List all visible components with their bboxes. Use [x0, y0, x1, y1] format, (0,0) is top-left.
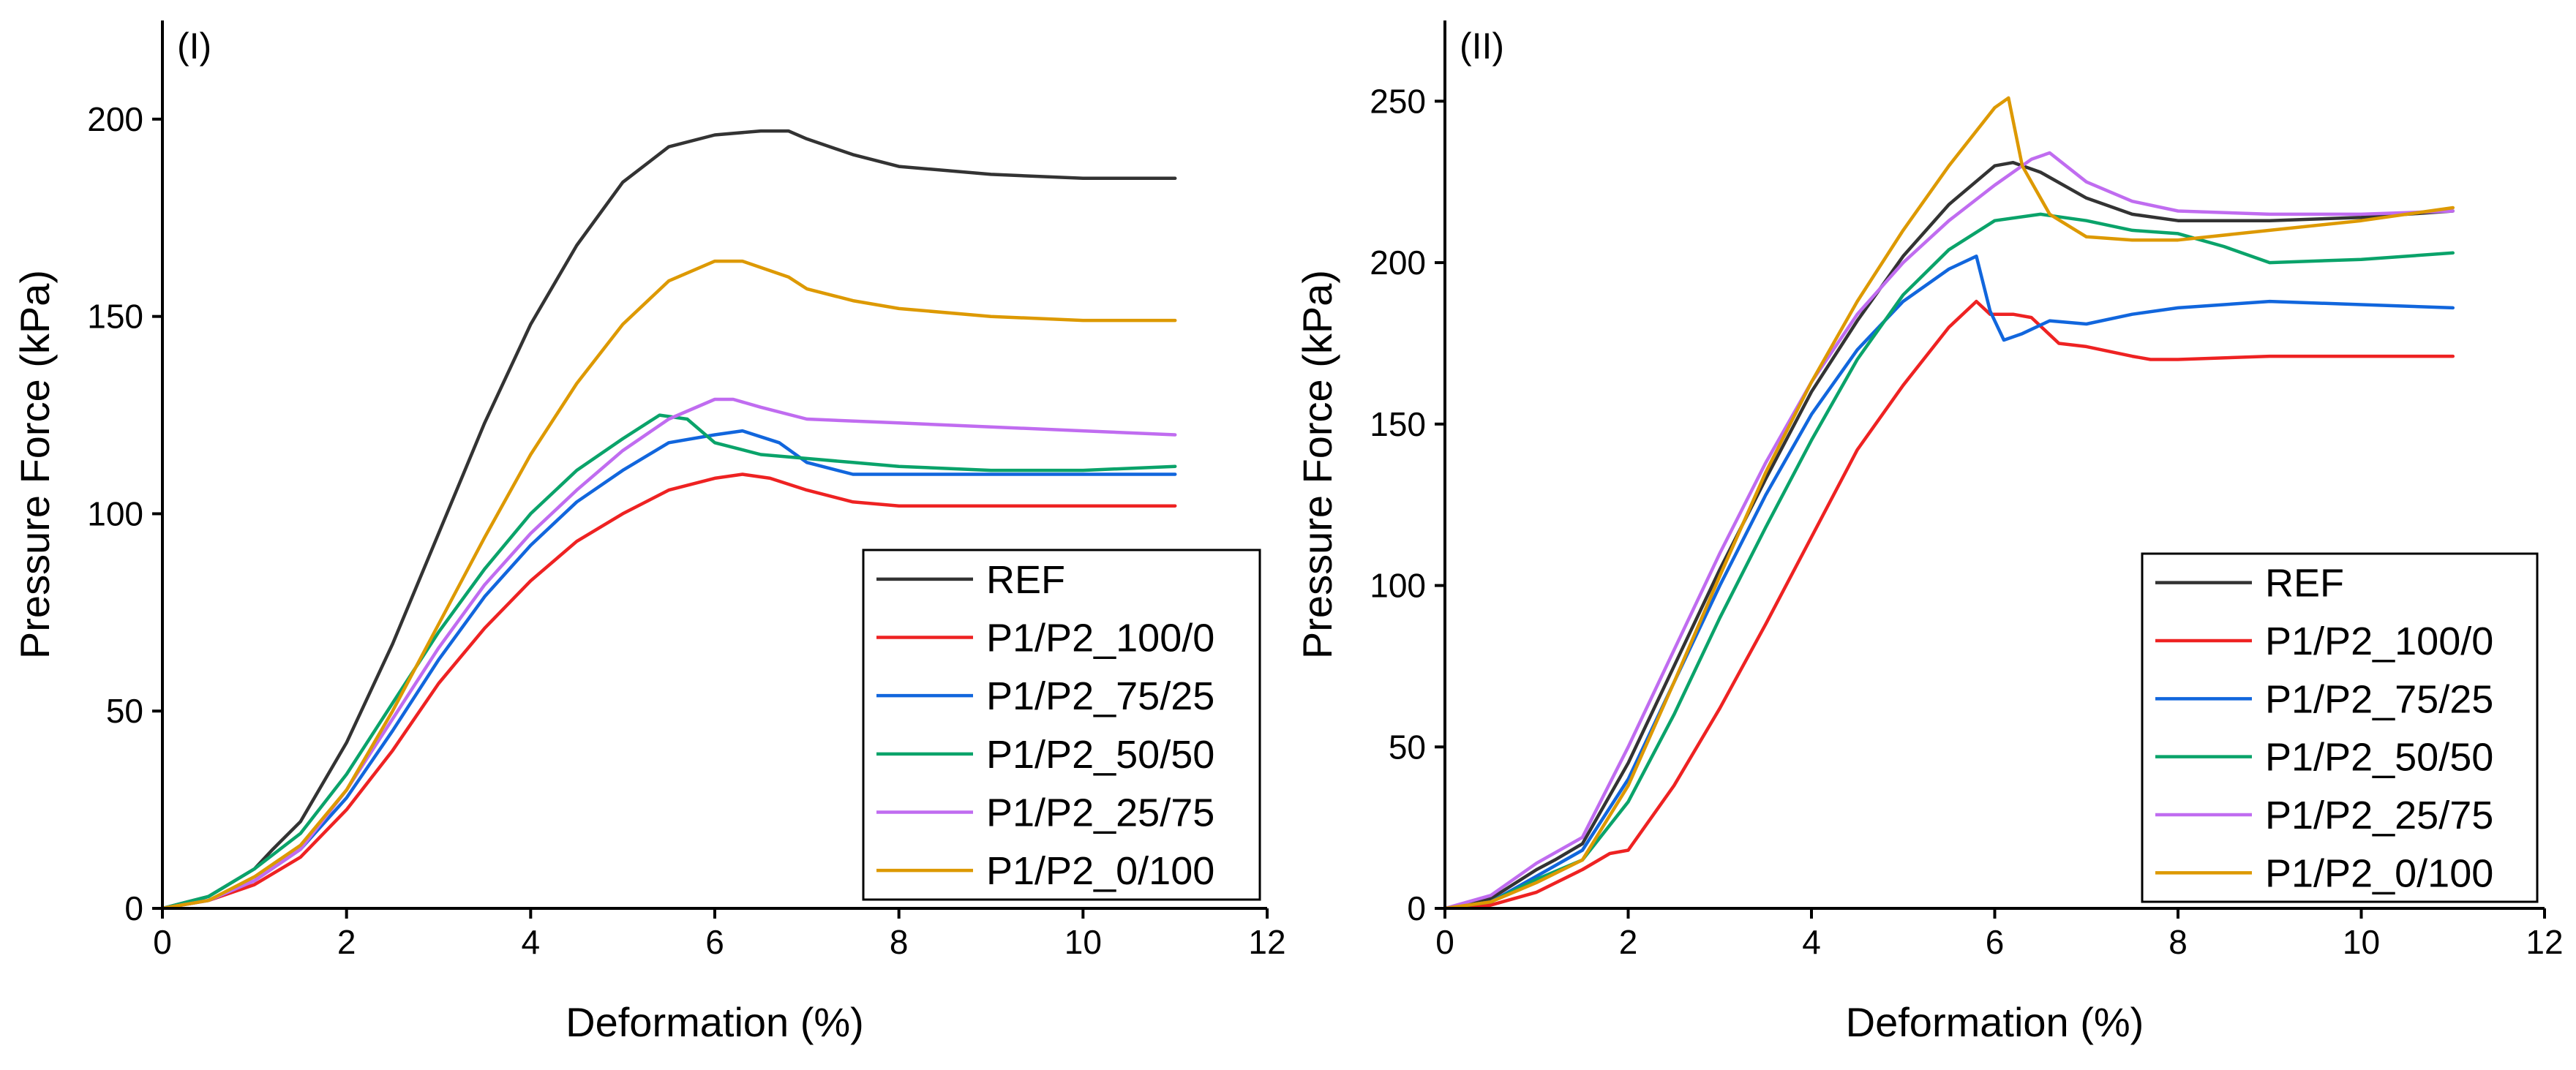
y-axis-title: Pressure Force (kPa): [1294, 270, 1340, 659]
legend-box: [2141, 552, 2539, 903]
y-tick-label: 200: [1370, 244, 1426, 282]
x-tick-label: 12: [2526, 923, 2563, 961]
series-line-5: [160, 259, 1177, 911]
legend-label: P1/P2_50/50: [2265, 736, 2493, 780]
x-tick-label: 2: [1619, 923, 1638, 961]
y-tick-label: 0: [1407, 889, 1426, 927]
y-tick-label: 250: [1370, 82, 1426, 120]
x-axis-title: Deformation (%): [566, 999, 864, 1045]
x-tick-label: 6: [705, 923, 724, 961]
x-tick-label: 0: [153, 923, 172, 961]
legend-label: P1/P2_25/75: [2265, 794, 2493, 837]
legend: REF P1/P2_100/0 P1/P2_75/25 P1/P2_50/50 P1/P…: [2141, 552, 2539, 903]
x-tick-label: 4: [522, 923, 541, 961]
legend-label: P1/P2_100/0: [986, 617, 1214, 660]
legend: REF P1/P2_100/0 P1/P2_75/25 P1/P2_50/50 P1/P…: [862, 549, 1261, 901]
series-group: [160, 129, 1177, 911]
legend-label: P1/P2_25/75: [986, 791, 1214, 835]
x-tick-label: 8: [2168, 923, 2188, 961]
panel-label: (II): [1460, 26, 1504, 67]
legend-label: P1/P2_75/25: [986, 674, 1214, 718]
series-line-1: [1443, 299, 2455, 911]
panel-label: (I): [177, 26, 211, 67]
y-tick-label: 100: [1370, 567, 1426, 605]
x-axis-title: Deformation (%): [1846, 999, 2144, 1045]
x-tick-label: 8: [890, 923, 909, 961]
legend-label: REF: [986, 558, 1065, 602]
legend-box: [862, 549, 1261, 901]
legend-label: P1/P2_0/100: [986, 849, 1214, 893]
legend-label: P1/P2_75/25: [2265, 677, 2493, 721]
y-tick-label: 0: [124, 889, 143, 927]
series-line-0: [160, 129, 1177, 911]
y-tick-label: 50: [106, 692, 143, 730]
legend-label: P1/P2_100/0: [2265, 619, 2493, 663]
series-line-3: [1443, 212, 2455, 911]
x-tick-label: 10: [2343, 923, 2380, 961]
y-tick-label: 50: [1389, 728, 1426, 766]
x-tick-label: 12: [1248, 923, 1285, 961]
series-line-5: [1443, 96, 2455, 911]
legend-label: REF: [2265, 562, 2344, 606]
x-tick-label: 6: [1986, 923, 2005, 961]
x-tick-label: 2: [337, 923, 356, 961]
series-group: [1443, 96, 2455, 911]
y-tick-label: 150: [87, 298, 143, 336]
y-tick-label: 100: [87, 494, 143, 532]
series-line-4: [160, 397, 1177, 911]
series-line-4: [1443, 151, 2455, 911]
x-tick-label: 10: [1064, 923, 1102, 961]
x-tick-label: 4: [1802, 923, 1821, 961]
legend-label: P1/P2_50/50: [986, 733, 1214, 777]
y-tick-label: 150: [1370, 405, 1426, 443]
panel-ii: 0 2 4 6 8 10 12 0 50 100 150 200 250 Deformation (%) P…: [1294, 20, 2564, 1045]
x-tick-label: 0: [1435, 923, 1454, 961]
series-line-3: [160, 413, 1177, 911]
legend-label: P1/P2_0/100: [2265, 851, 2493, 895]
series-line-2: [1443, 255, 2455, 911]
panel-i: 0 2 4 6 8 10 12 0 50 100 150 200 Deformation (%) Pres…: [12, 20, 1286, 1045]
y-tick-label: 200: [87, 100, 143, 138]
y-axis-title: Pressure Force (kPa): [12, 270, 58, 659]
series-line-1: [160, 472, 1177, 911]
